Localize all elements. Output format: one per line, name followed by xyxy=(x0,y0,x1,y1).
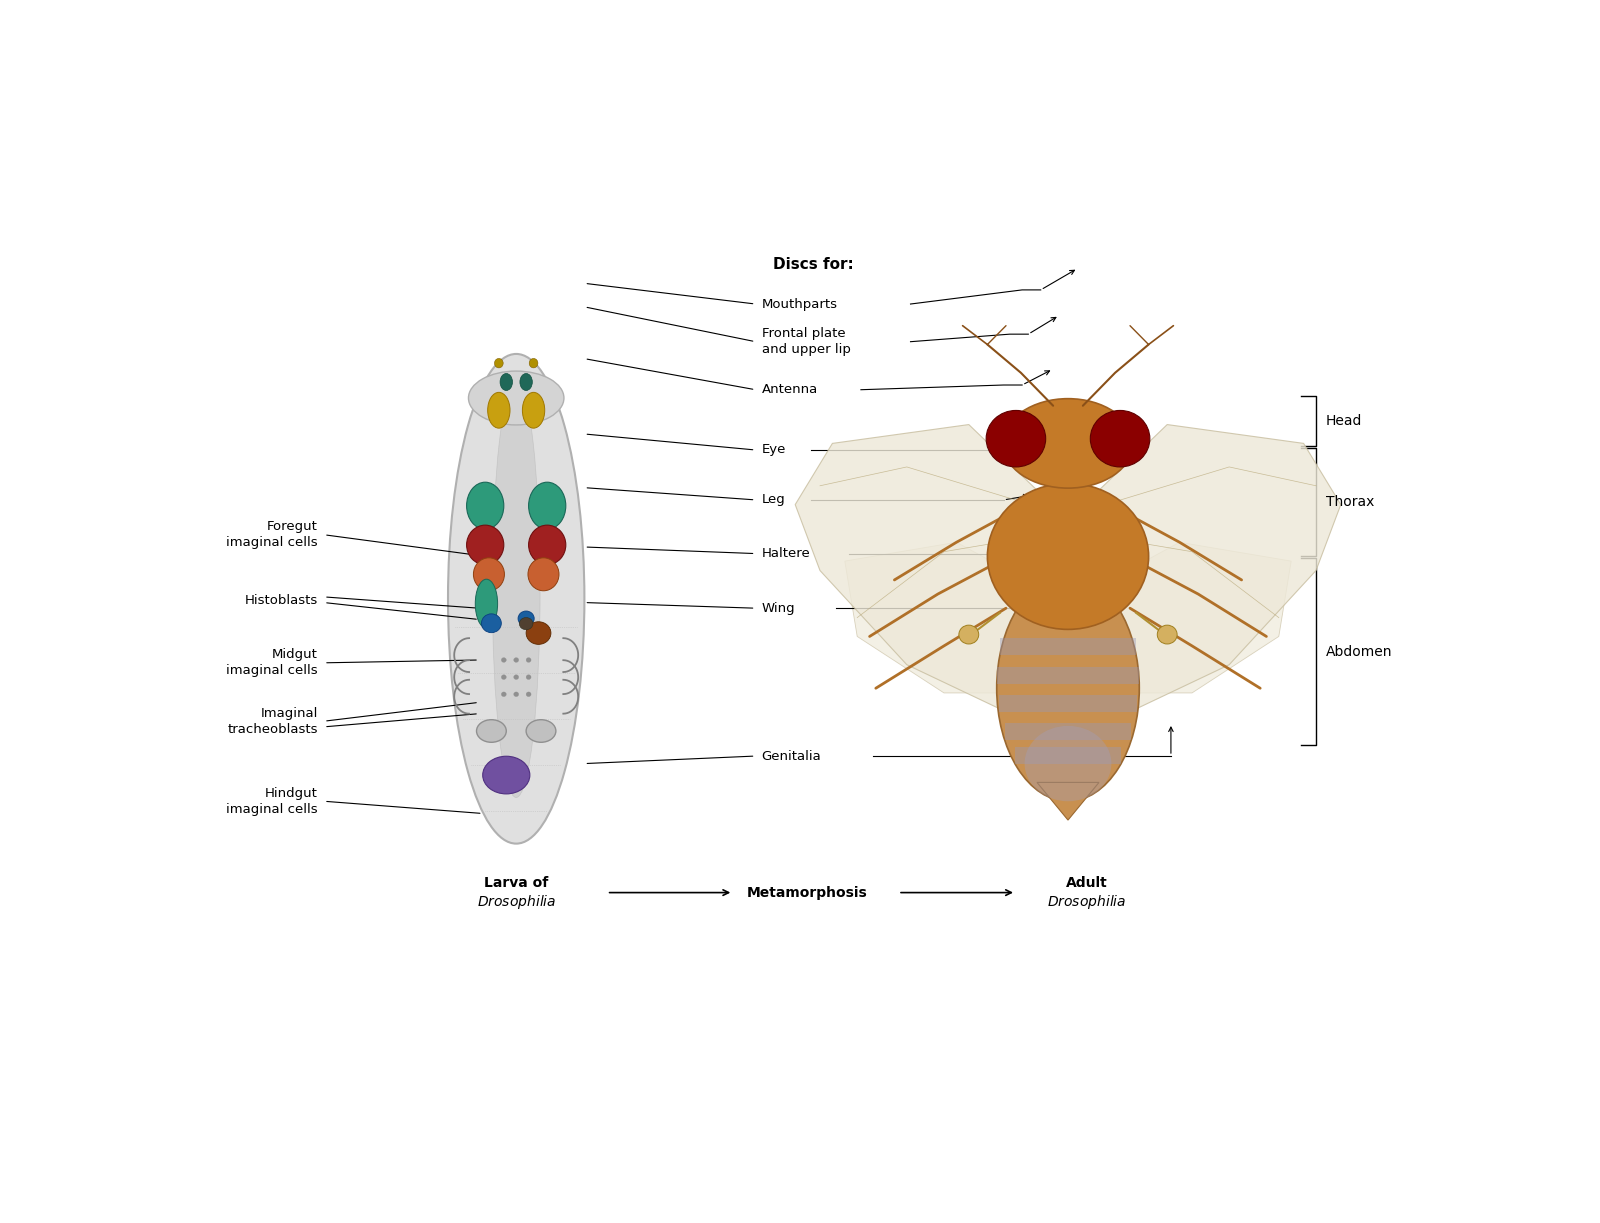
Polygon shape xyxy=(795,424,1062,712)
Ellipse shape xyxy=(520,373,533,390)
Text: Hindgut
imaginal cells: Hindgut imaginal cells xyxy=(226,786,318,816)
Ellipse shape xyxy=(528,525,566,565)
Text: Midgut
imaginal cells: Midgut imaginal cells xyxy=(226,648,318,678)
Text: Head: Head xyxy=(1326,415,1362,428)
Text: Antenna: Antenna xyxy=(762,383,818,396)
Ellipse shape xyxy=(475,580,498,629)
Ellipse shape xyxy=(482,614,501,632)
Text: Larva of: Larva of xyxy=(485,876,549,890)
Ellipse shape xyxy=(469,371,563,424)
Ellipse shape xyxy=(958,625,979,645)
Ellipse shape xyxy=(501,658,506,663)
Text: Eye: Eye xyxy=(762,444,786,456)
Ellipse shape xyxy=(483,756,530,794)
Text: $\it{Drosophilia}$: $\it{Drosophilia}$ xyxy=(1046,893,1126,911)
Text: Genitalia: Genitalia xyxy=(762,750,821,763)
Text: Wing: Wing xyxy=(762,602,795,615)
FancyBboxPatch shape xyxy=(1016,746,1120,763)
Ellipse shape xyxy=(501,373,512,390)
Ellipse shape xyxy=(1157,625,1178,645)
Ellipse shape xyxy=(514,692,518,697)
Ellipse shape xyxy=(488,393,510,428)
Ellipse shape xyxy=(1024,726,1112,801)
Ellipse shape xyxy=(526,621,550,645)
Ellipse shape xyxy=(522,393,544,428)
Text: Abdomen: Abdomen xyxy=(1326,645,1392,658)
Polygon shape xyxy=(1093,542,1291,693)
Text: Leg: Leg xyxy=(762,493,786,506)
FancyBboxPatch shape xyxy=(1000,638,1136,656)
FancyBboxPatch shape xyxy=(998,695,1138,712)
Ellipse shape xyxy=(530,358,538,368)
Ellipse shape xyxy=(526,719,555,742)
Ellipse shape xyxy=(1090,411,1150,467)
Ellipse shape xyxy=(494,358,502,368)
Ellipse shape xyxy=(987,483,1149,630)
Ellipse shape xyxy=(493,382,541,797)
Ellipse shape xyxy=(526,658,531,663)
Ellipse shape xyxy=(526,675,531,680)
Ellipse shape xyxy=(477,719,506,742)
Text: Frontal plate
and upper lip: Frontal plate and upper lip xyxy=(762,328,851,356)
FancyBboxPatch shape xyxy=(997,667,1139,684)
Polygon shape xyxy=(1074,424,1341,712)
Ellipse shape xyxy=(501,675,506,680)
Ellipse shape xyxy=(501,692,506,697)
Ellipse shape xyxy=(467,525,504,565)
FancyBboxPatch shape xyxy=(1005,723,1131,740)
Polygon shape xyxy=(1037,783,1099,821)
Ellipse shape xyxy=(528,558,558,591)
Ellipse shape xyxy=(520,618,533,630)
Text: Discs for:: Discs for: xyxy=(773,257,854,272)
Text: Foregut
imaginal cells: Foregut imaginal cells xyxy=(226,520,318,549)
Ellipse shape xyxy=(514,658,518,663)
Ellipse shape xyxy=(467,482,504,530)
Ellipse shape xyxy=(1003,399,1133,488)
Ellipse shape xyxy=(474,558,504,591)
Ellipse shape xyxy=(514,675,518,680)
Text: Haltere: Haltere xyxy=(762,547,811,560)
Ellipse shape xyxy=(986,411,1046,467)
Text: Mouthparts: Mouthparts xyxy=(762,297,838,311)
Text: Adult: Adult xyxy=(1066,876,1107,890)
Text: Thorax: Thorax xyxy=(1326,495,1374,509)
Ellipse shape xyxy=(448,353,584,844)
Text: Metamorphosis: Metamorphosis xyxy=(747,885,867,900)
Text: Imaginal
tracheoblasts: Imaginal tracheoblasts xyxy=(227,707,318,736)
Polygon shape xyxy=(845,542,1043,693)
Text: Histoblasts: Histoblasts xyxy=(245,594,318,607)
Ellipse shape xyxy=(526,692,531,697)
Ellipse shape xyxy=(997,575,1139,801)
Ellipse shape xyxy=(518,612,534,626)
Ellipse shape xyxy=(528,482,566,530)
Text: $\it{Drosophilia}$: $\it{Drosophilia}$ xyxy=(477,893,555,911)
